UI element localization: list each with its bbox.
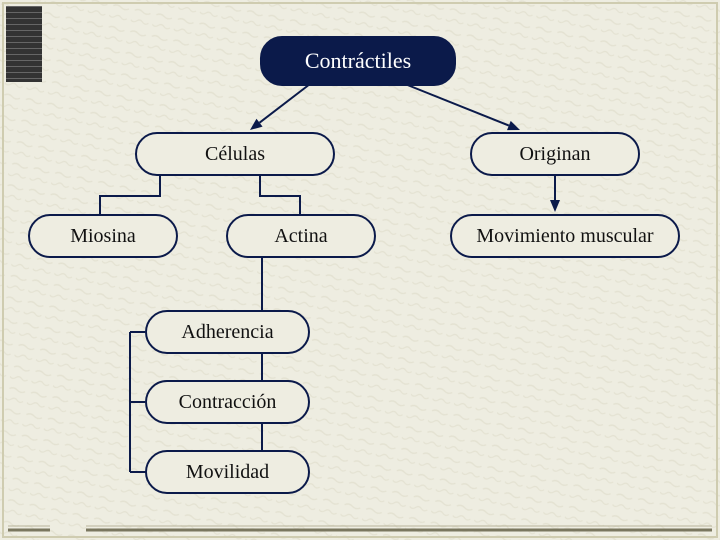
node-miosina: Miosina	[28, 214, 178, 258]
node-contractiles: Contráctiles	[260, 36, 456, 86]
arrow-head-root-to-originan	[507, 121, 520, 130]
node-label-contractiles: Contráctiles	[305, 48, 411, 74]
arrow-head-root-to-celulas	[250, 119, 263, 130]
node-label-contraccion: Contracción	[179, 391, 277, 414]
node-label-actina: Actina	[274, 225, 327, 248]
node-label-originan: Originan	[519, 143, 590, 166]
connector-celulas-to-actina	[260, 176, 300, 214]
arrow-head-originan-to-mov	[550, 200, 560, 212]
node-contraccion: Contracción	[145, 380, 310, 424]
node-label-celulas: Células	[205, 143, 265, 166]
node-label-movimiento: Movimiento muscular	[476, 225, 653, 248]
node-label-movilidad: Movilidad	[186, 461, 269, 484]
node-movimiento: Movimiento muscular	[450, 214, 680, 258]
node-actina: Actina	[226, 214, 376, 258]
slide: Contráctiles Células Originan Miosina Actina…	[0, 0, 720, 540]
arrow-line-root-to-originan	[405, 84, 509, 126]
node-celulas: Células	[135, 132, 335, 176]
node-label-adherencia: Adherencia	[181, 321, 273, 344]
connector-celulas-to-miosina	[100, 176, 160, 214]
node-movilidad: Movilidad	[145, 450, 310, 494]
arrow-line-root-to-celulas	[260, 84, 310, 123]
node-label-miosina: Miosina	[70, 225, 136, 248]
node-adherencia: Adherencia	[145, 310, 310, 354]
connector-actina-bus-down	[130, 258, 262, 472]
node-originan: Originan	[470, 132, 640, 176]
